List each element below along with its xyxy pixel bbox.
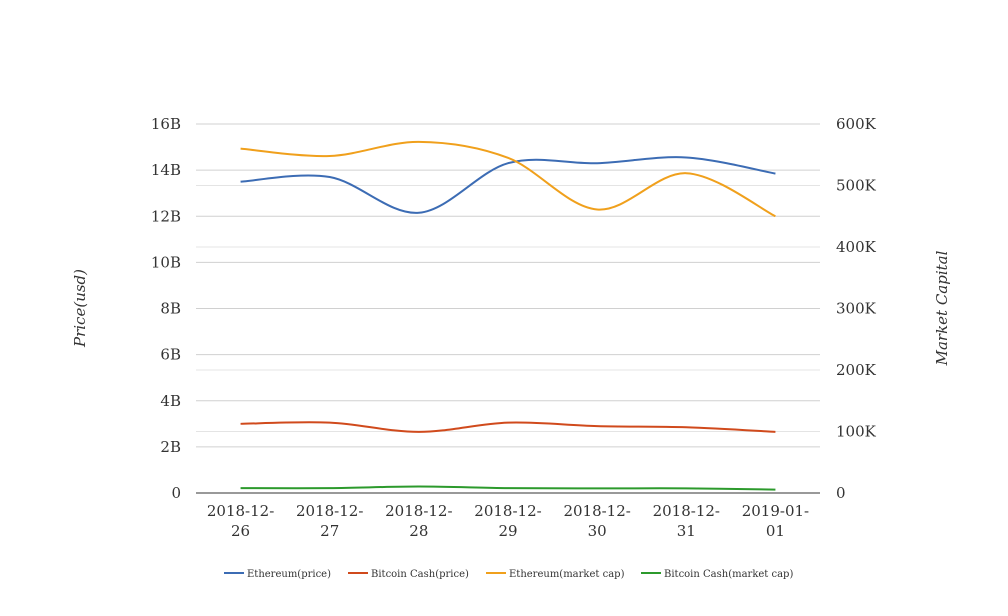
y2-tick-label: 300K bbox=[836, 300, 877, 318]
y-axis-title: Price(usd) bbox=[71, 269, 89, 348]
series-line-bitcoin-cash-market-cap bbox=[240, 485, 776, 491]
series-line-ethereum-price bbox=[240, 156, 776, 214]
y-tick-label: 0 bbox=[171, 484, 181, 502]
y2-tick-label: 200K bbox=[836, 361, 877, 379]
x-tick-label: 2018-12-29 bbox=[474, 502, 541, 540]
x-tick-label: 2018-12-27 bbox=[296, 502, 363, 540]
y-tick-label: 14B bbox=[151, 161, 181, 179]
x-tick-label: 2019-01-01 bbox=[742, 502, 809, 540]
series-line-bitcoin-cash-price bbox=[240, 421, 776, 433]
y2-axis-title: Market Capital bbox=[933, 250, 951, 366]
legend-label: Bitcoin Cash(price) bbox=[371, 569, 469, 580]
y2-tick-label: 0 bbox=[836, 484, 846, 502]
grid-lines bbox=[196, 123, 820, 448]
y-tick-label: 8B bbox=[160, 300, 181, 318]
x-tick-label: 2018-12-28 bbox=[385, 502, 452, 540]
y2-tick-label: 500K bbox=[836, 177, 877, 195]
y-tick-label: 4B bbox=[160, 392, 181, 410]
legend-label: Ethereum(market cap) bbox=[509, 569, 625, 580]
y-tick-label: 2B bbox=[160, 438, 181, 456]
x-tick-label: 2018-12-31 bbox=[653, 502, 720, 540]
x-tick-label: 2018-12-30 bbox=[563, 502, 630, 540]
y-tick-label: 16B bbox=[151, 115, 181, 133]
y-tick-label: 10B bbox=[151, 253, 181, 271]
x-tick-label: 2018-12-26 bbox=[207, 502, 274, 540]
y-tick-label: 6B bbox=[160, 346, 181, 364]
y2-tick-label: 400K bbox=[836, 238, 877, 256]
legend-label: Bitcoin Cash(market cap) bbox=[664, 569, 793, 580]
y2-tick-label: 600K bbox=[836, 115, 877, 133]
y2-tick-label: 100K bbox=[836, 423, 877, 441]
legend: Ethereum(price) Bitcoin Cash(price) Ethere… bbox=[224, 569, 793, 580]
legend-label: Ethereum(price) bbox=[247, 569, 331, 580]
y-tick-label: 12B bbox=[151, 207, 181, 225]
axes: 0 2B 4B 6B 8B 10B 12B 14B 16B 0 100K 200K 300K 400K 50… bbox=[151, 115, 877, 540]
series-lines bbox=[240, 140, 776, 491]
series-line-ethereum-market-cap bbox=[240, 140, 776, 218]
